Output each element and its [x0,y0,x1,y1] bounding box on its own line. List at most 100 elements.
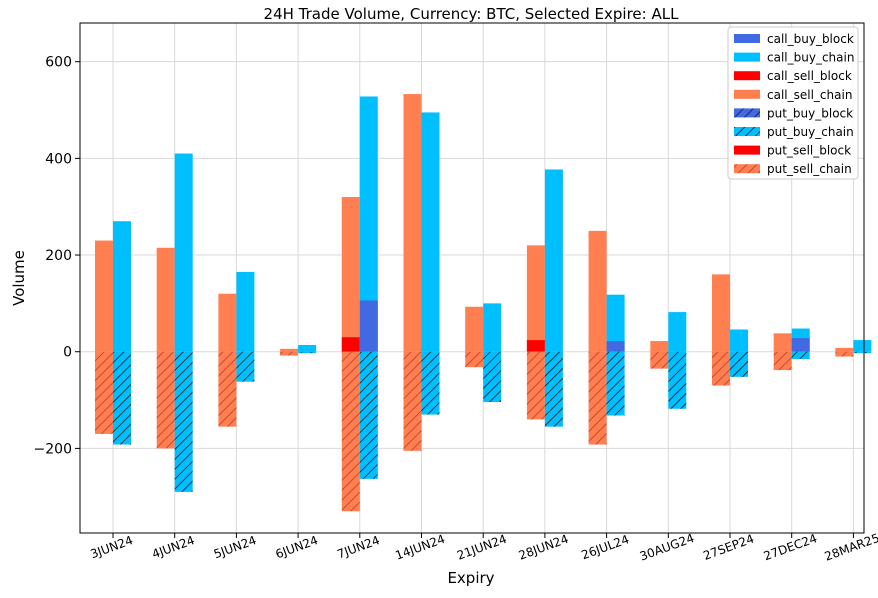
bar-call-buy-chain [113,221,131,352]
bar-put-buy-chain [298,351,317,354]
y-tick-label: 0 [63,345,72,361]
bar-call-sell-chain [650,341,669,352]
bar-put-buy-chain [421,351,440,415]
bar-call-buy-chain [174,153,193,352]
bar-put-sell-chain [280,351,299,356]
bar-put-buy-chain [174,351,193,492]
bar-put-buy-chain [236,351,255,382]
legend-label-call-buy-chain: call_buy_chain [767,51,854,65]
x-tick-label: 26JUL24 [580,532,631,562]
bar-put-sell-chain [218,351,237,427]
bar-call-sell-chain [465,306,484,352]
bar-call-sell-chain [712,274,730,352]
bar-call-sell-chain [95,240,113,352]
bar-put-sell-chain [588,351,607,445]
bar-call-sell-chain [341,197,360,352]
bars [95,94,872,512]
bar-call-buy-block [359,300,378,352]
bar-put-buy-chain [113,351,131,445]
legend-label-put-sell-block: put_sell_block [767,144,851,158]
legend-label-call-sell-chain: call_sell_chain [767,88,852,102]
x-tick-label: 4JUN24 [150,533,196,561]
legend-swatch-put-sell-chain [734,164,760,174]
bar-put-sell-chain [650,351,669,369]
x-tick-label: 28JUN24 [517,532,571,563]
bar-call-sell-chain [403,94,422,352]
bar-put-buy-chain [544,351,563,427]
bar-put-sell-chain [341,351,360,512]
legend-swatch-call-buy-chain [734,52,760,62]
bar-call-buy-block [791,338,810,352]
bar-call-buy-chain [421,112,440,352]
legend-label-put-sell-chain: put_sell_chain [767,162,852,176]
bar-put-sell-chain [465,351,484,368]
bar-call-buy-chain [298,344,317,352]
legend-swatch-call-sell-chain [734,89,760,99]
y-axis-label: Volume [10,250,28,306]
bar-put-sell-chain [712,351,730,386]
bar-put-sell-chain [156,351,175,449]
y-tick-label: 600 [45,55,72,71]
x-tick-label: 27SEP24 [701,532,756,563]
x-tick-label: 6JUN24 [274,533,320,561]
bar-call-buy-chain [544,169,563,352]
x-axis-label: Expiry [447,569,494,587]
bar-put-sell-chain [835,351,854,357]
bar-put-buy-chain [791,351,810,359]
x-axis: 3JUN24 4JUN24 5JUN24 6JUN24 7JUN24 14JUN24 21J… [88,531,878,564]
chart-title: 24H Trade Volume, Currency: BTC, Selecte… [264,5,680,23]
bar-put-buy-chain [483,351,502,402]
legend-box [727,26,859,180]
legend-swatch-call-buy-block [734,34,760,43]
bar-call-sell-chain [280,348,299,352]
bar-call-sell-chain [835,347,854,352]
legend-label-put-buy-block: put_buy_block [767,106,853,120]
bar-put-sell-chain [773,351,792,371]
legend-swatch-put-buy-chain [734,127,760,136]
x-tick-label: 28MAR25 [823,531,878,564]
y-tick-label: −200 [34,441,72,457]
bar-call-sell-chain [588,230,607,352]
bar-call-sell-chain [218,293,237,352]
x-tick-label: 30AUG24 [638,531,696,564]
bar-call-buy-chain [359,96,378,352]
bar-call-sell-block [341,337,360,352]
legend-swatch-put-sell-block [734,145,760,155]
bar-call-buy-block [606,341,625,352]
y-tick-label: 400 [45,151,72,167]
x-tick-label: 14JUN24 [393,532,447,563]
bar-put-buy-chain [853,351,872,354]
bar-put-sell-chain [95,351,113,434]
bar-call-sell-block [526,340,545,352]
legend-label-call-buy-block: call_buy_block [767,32,854,46]
bar-put-sell-chain [526,351,545,420]
bar-put-buy-chain [606,351,625,416]
legend-label-put-buy-chain: put_buy_chain [767,125,854,139]
x-tick-label: 7JUN24 [335,533,381,561]
y-tick-label: 200 [45,248,72,264]
bar-call-buy-chain [236,271,255,352]
bar-call-buy-chain [606,294,625,352]
y-axis: −200 0 200 400 600 [34,55,80,457]
bar-call-sell-chain [526,245,545,352]
bar-put-buy-chain [359,351,378,479]
bar-call-buy-chain [853,340,872,352]
bar-call-buy-chain [668,312,687,352]
x-tick-label: 3JUN24 [88,533,134,561]
bar-put-buy-chain [668,351,687,409]
legend: call_buy_block call_buy_chain call_sell_bl… [727,26,859,180]
plot-frame [79,22,865,534]
x-tick-label: 21JUN24 [455,532,509,563]
x-tick-label: 27DEC24 [762,531,819,563]
bar-put-sell-chain [403,351,422,451]
bar-call-buy-chain [483,303,502,352]
bar-call-buy-chain [730,329,748,352]
x-tick-label: 5JUN24 [212,533,258,561]
bar-put-buy-chain [730,351,748,377]
legend-label-call-sell-block: call_sell_block [767,69,852,83]
bar-call-sell-chain [156,247,175,352]
legend-swatch-call-sell-block [734,71,760,81]
bar-call-sell-chain [773,333,792,352]
legend-swatch-put-buy-block [734,108,760,118]
